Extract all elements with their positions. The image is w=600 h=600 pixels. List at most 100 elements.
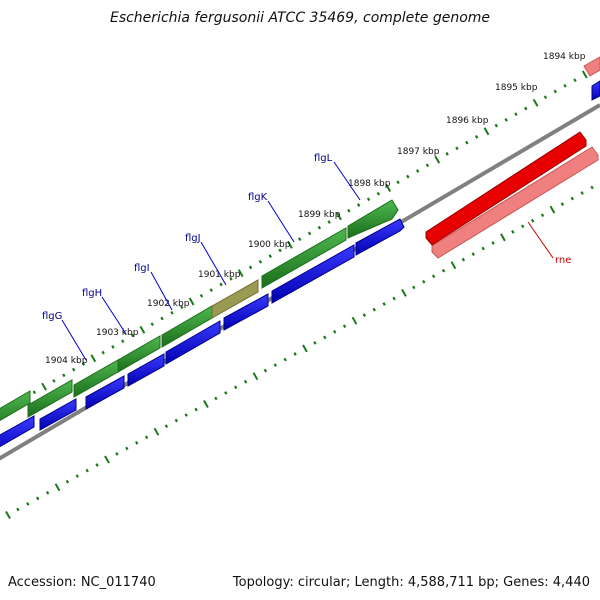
cds-feature: [347, 199, 399, 239]
major-tick: [401, 288, 407, 297]
minor-tick: [71, 367, 76, 372]
minor-tick: [396, 180, 400, 185]
cds-feature: [261, 227, 347, 289]
minor-tick: [504, 118, 508, 122]
minor-tick: [199, 293, 204, 298]
minor-tick: [540, 213, 545, 218]
cds-feature: [355, 218, 405, 256]
minor-tick: [474, 135, 479, 139]
minor-tick: [382, 302, 386, 306]
scale-label: 1896 kbp: [446, 116, 489, 126]
minor-tick: [16, 507, 20, 512]
minor-tick: [65, 479, 70, 484]
minor-tick: [323, 335, 327, 340]
major-tick: [581, 70, 588, 79]
gene-label-flgj: flgJ: [185, 233, 201, 244]
minor-tick: [85, 468, 89, 473]
minor-tick: [26, 502, 30, 506]
minor-tick: [268, 254, 272, 258]
scale-label: 1895 kbp: [495, 83, 538, 93]
minor-tick: [160, 316, 164, 321]
minor-tick: [248, 265, 253, 270]
minor-tick: [194, 407, 198, 412]
minor-tick: [347, 208, 351, 213]
major-tick: [450, 261, 457, 270]
minor-tick: [293, 352, 297, 356]
major-tick: [153, 427, 160, 436]
major-tick: [500, 233, 506, 242]
gene-labels: flgG flgH flgI flgJ flgK flgL rne: [42, 153, 571, 361]
minor-tick: [553, 89, 557, 94]
minor-tick: [209, 288, 213, 292]
minor-tick: [150, 322, 154, 327]
major-tick: [90, 354, 97, 363]
cds-feature: [591, 80, 600, 101]
minor-tick: [372, 307, 376, 312]
minor-tick: [560, 202, 565, 206]
minor-tick: [461, 257, 466, 262]
minor-tick: [317, 225, 322, 230]
minor-tick: [406, 174, 410, 179]
minor-tick: [307, 231, 312, 236]
major-tick: [483, 127, 490, 136]
minor-tick: [481, 246, 485, 251]
major-tick: [252, 372, 259, 381]
minor-tick: [441, 268, 446, 273]
scale-label: 1897 kbp: [397, 147, 440, 157]
gene-label-flgk: flgK: [248, 192, 268, 203]
minor-tick: [313, 341, 317, 345]
minor-tick: [524, 106, 528, 111]
minor-tick: [376, 191, 381, 196]
minor-tick: [184, 413, 188, 417]
minor-tick: [111, 345, 115, 349]
scale-label: 1901 kbp: [198, 270, 241, 280]
minor-tick: [521, 224, 525, 229]
cds-feature: [127, 353, 165, 387]
major-tick: [336, 212, 342, 221]
minor-tick: [214, 396, 218, 401]
major-tick: [351, 316, 358, 325]
minor-tick: [425, 163, 430, 168]
cds-feature-pink: [431, 146, 599, 259]
minor-tick: [52, 379, 56, 383]
minor-tick: [144, 435, 149, 440]
minor-tick: [81, 362, 86, 366]
major-tick: [188, 297, 195, 306]
major-tick: [203, 400, 209, 408]
minor-tick: [219, 282, 223, 287]
minor-tick: [234, 385, 238, 390]
cds-feature: [165, 320, 221, 365]
cds-feature: [85, 375, 125, 410]
cds-track-green: [0, 199, 399, 421]
gene-label-flgl: flgL: [314, 153, 333, 164]
major-tick: [41, 382, 47, 391]
minor-tick: [273, 363, 277, 367]
minor-tick: [327, 220, 331, 224]
minor-tick: [455, 146, 459, 151]
scale-label: 1900 kbp: [248, 240, 291, 250]
scale-label: 1894 kbp: [543, 52, 586, 62]
minor-tick: [121, 339, 125, 344]
minor-tick: [580, 191, 584, 195]
gene-label-rne: rne: [555, 255, 571, 266]
cds-feature-rne: [425, 131, 587, 246]
cds-feature: [223, 293, 269, 331]
minor-tick: [415, 169, 420, 173]
gene-leader-line: [101, 296, 127, 335]
minor-tick: [283, 357, 287, 362]
minor-tick: [514, 112, 518, 117]
cds-feature: [271, 244, 355, 304]
gene-label-flgi: flgI: [134, 263, 150, 274]
major-tick: [302, 344, 308, 353]
minor-tick: [570, 196, 574, 201]
accession-label: Accession: NC_011740: [8, 575, 156, 590]
minor-tick: [422, 279, 426, 284]
minor-tick: [471, 252, 475, 256]
scale-label: 1899 kbp: [298, 210, 341, 220]
minor-tick: [164, 424, 169, 429]
gene-leader-line: [150, 271, 173, 311]
minor-tick: [431, 274, 436, 279]
major-tick: [139, 325, 146, 334]
minor-tick: [243, 379, 248, 384]
